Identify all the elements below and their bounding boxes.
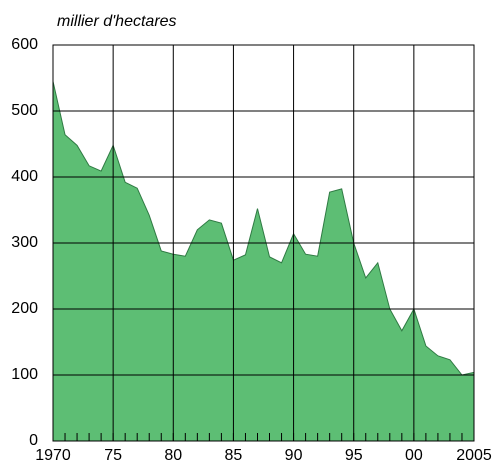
- x-tick-label: 85: [225, 447, 243, 464]
- y-tick-label: 600: [11, 36, 38, 53]
- y-tick-label: 400: [11, 168, 38, 185]
- x-tick-label: 80: [164, 447, 182, 464]
- y-tick-label: 300: [11, 234, 38, 251]
- plot-frame: [52, 44, 475, 442]
- x-tick-label: 75: [104, 447, 122, 464]
- y-tick-label: 200: [11, 300, 38, 317]
- area: [53, 81, 474, 442]
- y-tick-label: 0: [29, 432, 38, 449]
- x-tick-label: 00: [405, 447, 423, 464]
- y-tick-label: 500: [11, 102, 38, 119]
- x-tick-label: 90: [285, 447, 303, 464]
- x-tick-label: 1970: [35, 447, 71, 464]
- y-axis-label: millier d'hectares: [57, 13, 177, 30]
- x-tick-label: 95: [345, 447, 363, 464]
- x-tick-label: 2005: [456, 447, 492, 464]
- y-tick-label: 100: [11, 366, 38, 383]
- area-line: [52, 81, 475, 376]
